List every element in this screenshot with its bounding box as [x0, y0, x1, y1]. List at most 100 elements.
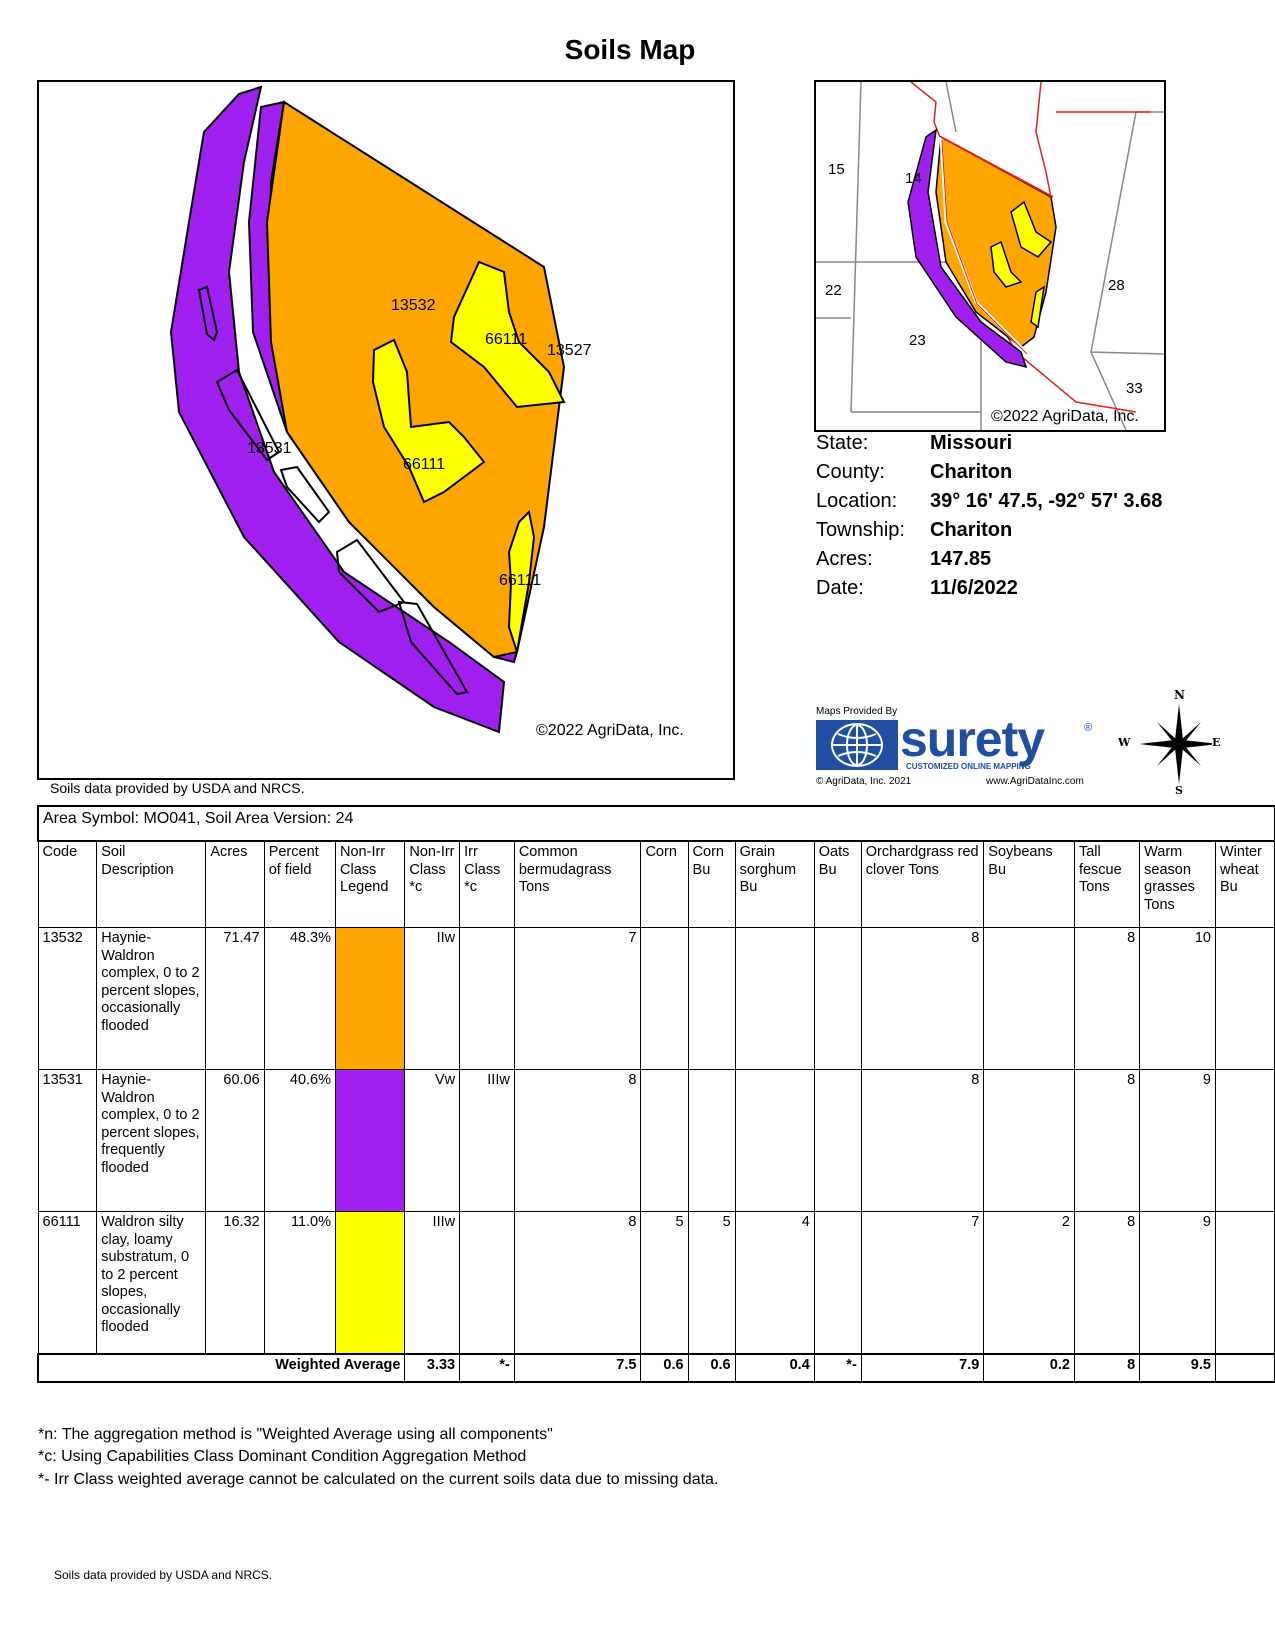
cell-warm: 9	[1139, 1069, 1216, 1212]
footnote: *c: Using Capabilities Class Dominant Co…	[38, 1448, 527, 1465]
header-sorghum: Grain sorghum Bu	[734, 840, 815, 928]
tagline: CUSTOMIZED ONLINE MAPPING	[906, 762, 1031, 771]
section-number: 28	[1108, 277, 1125, 294]
table-header-row: Code Soil Description Acres Percent of f…	[37, 840, 1275, 928]
header-soybeans: Soybeans Bu	[983, 840, 1075, 928]
cell-code: 13532	[37, 927, 98, 1070]
wa-warm: 9.5	[1139, 1353, 1216, 1383]
map-label: 66111	[485, 331, 528, 348]
weighted-average-row: Weighted Average 3.33 *- 7.5 0.6 0.6 0.4…	[37, 1353, 1275, 1383]
cell-oats	[813, 1069, 862, 1212]
main-soils-map[interactable]: 13532 66111 13527 13531 66111 66111 ©202…	[37, 80, 735, 780]
cell-soy	[983, 1069, 1075, 1212]
cell-percent: 40.6%	[263, 1069, 337, 1212]
surety-logo: Maps Provided By surety ® CUSTOMIZED ONL…	[816, 706, 1116, 790]
wa-corn: 0.6	[640, 1353, 689, 1383]
cell-percent: 48.3%	[263, 927, 337, 1070]
inset-copyright: ©2022 AgriData, Inc.	[991, 408, 1139, 425]
map-copyright: ©2022 AgriData, Inc.	[536, 722, 684, 739]
cell-nonirr: Vw	[404, 1069, 461, 1212]
cell-orchard: 7	[860, 1211, 985, 1355]
state-value: Missouri	[930, 432, 1013, 454]
cell-wheat	[1214, 927, 1275, 1070]
usda-note-bottom: Soils data provided by USDA and NRCS.	[54, 1568, 273, 1582]
township-label: Township:	[816, 519, 905, 541]
acres-label: Acres:	[816, 548, 873, 570]
map-label: 13532	[391, 297, 436, 314]
cell-bermuda: 7	[513, 927, 642, 1070]
cell-percent: 11.0%	[263, 1211, 337, 1355]
soil-polygon-13531-outer	[169, 85, 506, 734]
cell-acres: 71.47	[205, 927, 265, 1070]
compass-e: E	[1212, 736, 1221, 749]
state-label: State:	[816, 432, 869, 454]
header-winter-wheat: Winter wheat Bu	[1214, 840, 1275, 928]
header-description: Soil Description	[96, 840, 207, 928]
compass-rose-icon: N S W E	[1112, 688, 1232, 797]
township-value: Chariton	[930, 519, 1013, 541]
logo-url: www.AgriDataInc.com	[986, 776, 1084, 787]
cell-corn-bu: 5	[687, 1211, 736, 1355]
wa-nonirr: 3.33	[404, 1353, 461, 1383]
cell-description: Haynie-Waldron complex, 0 to 2 percent s…	[96, 1069, 207, 1212]
registered-mark: ®	[1084, 722, 1093, 734]
wa-sorghum: 0.4	[734, 1353, 815, 1383]
cell-wheat	[1214, 1069, 1275, 1212]
section-number: 23	[909, 332, 926, 349]
compass-s: S	[1175, 784, 1183, 797]
wa-wheat	[1214, 1353, 1275, 1383]
soil-polygon-66111-c	[507, 509, 536, 653]
county-value: Chariton	[930, 461, 1013, 483]
cell-sorghum: 4	[734, 1211, 815, 1355]
map-label: 66111	[499, 572, 542, 589]
section-number: 15	[828, 161, 845, 178]
cell-warm: 10	[1139, 927, 1216, 1070]
cell-corn: 5	[640, 1211, 689, 1355]
table-row: 13532 Haynie-Waldron complex, 0 to 2 per…	[37, 927, 1275, 1070]
wa-fescue: 8	[1073, 1353, 1141, 1383]
cell-acres: 16.32	[205, 1211, 265, 1355]
footnote: *n: The aggregation method is "Weighted …	[38, 1426, 553, 1443]
wa-bermuda: 7.5	[513, 1353, 642, 1383]
legend-swatch	[335, 927, 406, 1070]
cell-irr: IIIw	[459, 1069, 515, 1212]
acres-value: 147.85	[930, 548, 992, 570]
brand-name: surety	[900, 711, 1045, 767]
cell-soy: 2	[983, 1211, 1075, 1355]
location-label: Location:	[816, 490, 898, 512]
map-label: 13531	[247, 440, 292, 457]
location-inset-map[interactable]: 15 14 22 28 23 33 ©2022 AgriData, Inc.	[814, 80, 1166, 432]
cell-irr	[459, 927, 515, 1070]
cell-orchard: 8	[860, 1069, 985, 1212]
header-oats: Oats Bu	[813, 840, 862, 928]
area-symbol: Area Symbol: MO041, Soil Area Version: 2…	[37, 805, 1275, 842]
cell-warm: 9	[1139, 1211, 1216, 1355]
header-warm-season: Warm season grasses Tons	[1139, 840, 1216, 928]
table-row: 13531 Haynie-Waldron complex, 0 to 2 per…	[37, 1069, 1275, 1212]
footnote: *- Irr Class weighted average cannot be …	[38, 1471, 719, 1488]
cell-fescue: 8	[1073, 1211, 1141, 1355]
cell-code: 13531	[37, 1069, 98, 1212]
compass-n: N	[1174, 688, 1185, 702]
cell-bermuda: 8	[513, 1211, 642, 1355]
compass-w: W	[1118, 736, 1131, 749]
map-label: 66111	[403, 456, 446, 473]
header-bermudagrass: Common bermudagrass Tons	[513, 840, 642, 928]
cell-nonirr: IIIw	[404, 1211, 461, 1355]
section-number: 33	[1126, 380, 1143, 397]
maps-provided-by: Maps Provided By	[816, 706, 898, 717]
table-row: 66111 Waldron silty clay, loamy substrat…	[37, 1211, 1275, 1355]
header-tall-fescue: Tall fescue Tons	[1073, 840, 1141, 928]
header-code: Code	[37, 840, 98, 928]
cell-nonirr: IIw	[404, 927, 461, 1070]
map-label: 13527	[547, 342, 592, 359]
header-nonirr-class: Non-Irr Class *c	[404, 840, 461, 928]
usda-note: Soils data provided by USDA and NRCS.	[50, 780, 305, 796]
soil-polygon-66111-b	[371, 338, 486, 504]
date-label: Date:	[816, 577, 864, 599]
logo-copyright: © AgriData, Inc. 2021	[816, 776, 912, 787]
soil-polygon-66111-a	[449, 260, 566, 409]
cell-oats	[813, 927, 862, 1070]
cell-fescue: 8	[1073, 927, 1141, 1070]
legend-swatch	[335, 1211, 406, 1355]
